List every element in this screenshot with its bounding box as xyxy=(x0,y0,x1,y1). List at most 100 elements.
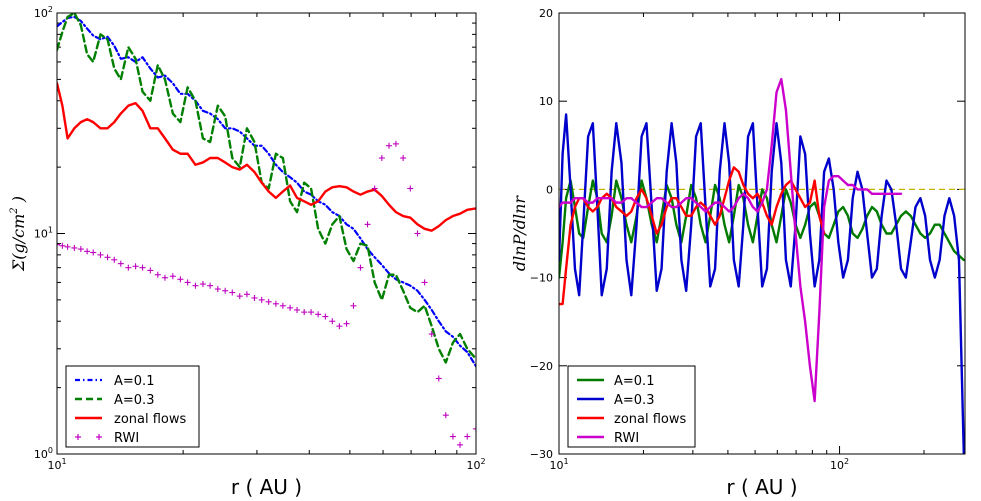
data-point xyxy=(301,309,308,316)
right-plot-frame xyxy=(558,12,966,455)
data-point xyxy=(308,309,315,316)
legend-label-left-zonal: zonal flows xyxy=(114,412,187,427)
series-line-a-0-1 xyxy=(57,15,476,368)
left-plot-frame xyxy=(56,12,477,455)
legend-label-right-rwi: RWI xyxy=(614,431,639,446)
y-tick-label: 20 xyxy=(539,7,553,20)
data-point xyxy=(315,311,322,318)
series-line-zonal-flows xyxy=(559,166,826,306)
data-point xyxy=(125,264,132,271)
legend-swatch-left-rwi xyxy=(75,434,102,440)
data-point xyxy=(386,142,393,149)
data-point xyxy=(90,249,97,256)
data-point xyxy=(57,241,60,248)
x-tick-label: 102 xyxy=(466,457,485,472)
legend-label-left-a03: A=0.3 xyxy=(114,393,154,408)
data-point xyxy=(214,286,221,293)
left-y-axis-label: Σ(g/cm2 ) xyxy=(9,196,28,272)
data-point xyxy=(473,425,476,432)
y-tick-label: −10 xyxy=(530,272,553,285)
data-point xyxy=(294,306,301,313)
data-point xyxy=(97,251,104,258)
data-point xyxy=(77,246,84,253)
data-point xyxy=(457,441,464,448)
data-point xyxy=(243,291,250,298)
series-line-zonal-flows xyxy=(57,82,476,232)
data-point xyxy=(199,281,206,288)
y-tick-label: 10 xyxy=(539,95,553,108)
data-point xyxy=(421,279,428,286)
data-point xyxy=(236,293,243,300)
y-tick-label: 0 xyxy=(546,183,553,196)
legend-label-right-a01: A=0.1 xyxy=(614,374,654,389)
legend-label-right-a03: A=0.3 xyxy=(614,393,654,408)
right-legend: A=0.1 A=0.3 zonal flows RWI xyxy=(567,365,696,448)
data-point xyxy=(59,242,66,249)
data-point xyxy=(287,304,294,311)
data-point xyxy=(378,154,385,161)
series-line-a-0-3 xyxy=(559,113,965,454)
data-point xyxy=(428,331,435,338)
left-legend-box xyxy=(65,365,200,448)
data-point xyxy=(64,243,71,250)
data-point xyxy=(251,294,258,301)
data-point xyxy=(161,274,168,281)
data-point xyxy=(392,140,399,147)
data-point xyxy=(169,273,176,280)
data-point xyxy=(350,302,357,309)
data-point xyxy=(229,289,236,296)
data-point xyxy=(132,263,139,270)
legend-label-left-a01: A=0.1 xyxy=(114,374,154,389)
legend-label-right-zonal: zonal flows xyxy=(614,412,687,427)
y-tick-label: 100 xyxy=(34,446,53,461)
series-rwi xyxy=(57,140,476,448)
x-tick-label: 102 xyxy=(830,457,849,472)
data-point xyxy=(139,264,146,271)
right-y-axis-label: dlnP/dlnr xyxy=(510,195,529,271)
data-point xyxy=(357,264,364,271)
left-series-group xyxy=(57,13,476,448)
y-tick-label: −20 xyxy=(530,360,553,373)
x-tick-label: 101 xyxy=(549,457,568,472)
data-point xyxy=(336,323,343,330)
data-point xyxy=(117,260,124,267)
data-point xyxy=(272,300,279,307)
data-point xyxy=(104,254,111,261)
data-point xyxy=(364,221,371,228)
data-point xyxy=(435,375,442,382)
data-point xyxy=(71,244,78,251)
right-ticks xyxy=(558,12,965,455)
y-tick-label: 101 xyxy=(34,226,53,241)
left-legend: A=0.1 A=0.3 zonal flows RWI xyxy=(65,365,200,448)
series-line-a-0-3 xyxy=(57,13,476,364)
data-point xyxy=(371,185,378,192)
y-tick-label: 102 xyxy=(34,5,53,20)
data-point xyxy=(414,230,421,237)
right-tick-labels: 101 102 −30 −20 −10 0 10 20 xyxy=(530,7,849,472)
legend-label-left-rwi: RWI xyxy=(114,431,139,446)
data-point xyxy=(449,433,456,440)
series-line-rwi xyxy=(559,77,903,403)
left-x-axis-label: r ( AU ) xyxy=(231,475,302,499)
data-point xyxy=(258,296,265,303)
data-point xyxy=(322,313,329,320)
data-point xyxy=(400,154,407,161)
data-point xyxy=(265,298,272,305)
data-point xyxy=(207,282,214,289)
data-point xyxy=(442,412,449,419)
data-point xyxy=(84,248,91,255)
data-point xyxy=(464,433,471,440)
data-point xyxy=(329,318,336,325)
data-point xyxy=(177,276,184,283)
data-point xyxy=(407,185,414,192)
data-point xyxy=(222,287,229,294)
data-point xyxy=(154,271,161,278)
y-tick-label: −30 xyxy=(530,448,553,461)
right-x-axis-label: r ( AU ) xyxy=(726,475,797,499)
data-point xyxy=(147,267,154,274)
data-point xyxy=(279,302,286,309)
